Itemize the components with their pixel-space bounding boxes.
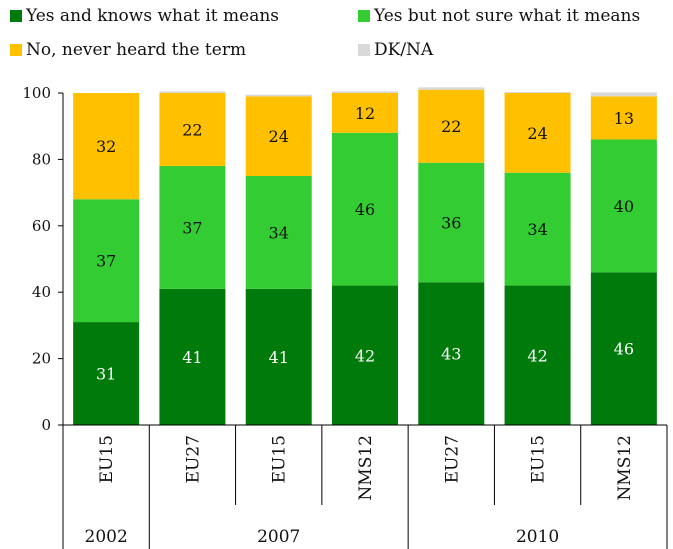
legend-item-never-heard: No, never heard the term <box>10 40 246 60</box>
bar-segment <box>590 272 657 425</box>
data-label: 41 <box>269 348 289 367</box>
bar-segment <box>159 288 226 425</box>
data-label: 32 <box>96 137 116 156</box>
bar-segment <box>73 93 140 200</box>
data-label: 22 <box>182 121 202 140</box>
x-category-label: EU15 <box>270 435 290 483</box>
bar-segment <box>332 91 398 93</box>
bar-segment <box>504 172 571 286</box>
legend-swatch-dk-na <box>358 44 370 56</box>
x-category-label: NMS12 <box>615 435 635 501</box>
data-label: 24 <box>527 124 547 143</box>
y-tick-label: 100 <box>22 84 51 102</box>
y-tick-label: 20 <box>32 350 51 368</box>
legend-label-yes-knows: Yes and knows what it means <box>26 6 279 26</box>
legend-label-dk-na: DK/NA <box>374 40 434 60</box>
legend-label-never-heard: No, never heard the term <box>26 40 247 60</box>
data-label: 40 <box>614 197 634 216</box>
y-tick-label: 40 <box>32 283 51 301</box>
bar-segment <box>504 93 571 173</box>
y-tick-label: 60 <box>32 217 51 235</box>
bar-segment <box>504 92 571 93</box>
data-label: 36 <box>441 213 461 232</box>
data-label: 12 <box>355 104 375 123</box>
bar-segment <box>332 285 398 425</box>
x-category-label: EU27 <box>183 435 203 483</box>
legend-swatch-yes-not-sure <box>358 10 370 22</box>
data-label: 42 <box>355 346 375 365</box>
data-label: 13 <box>614 109 634 128</box>
data-label: 37 <box>96 252 116 271</box>
data-label: 46 <box>614 340 634 359</box>
x-category-label: EU27 <box>442 435 462 483</box>
data-label: 34 <box>269 223 289 242</box>
legend-item-dk-na: DK/NA <box>358 40 433 60</box>
bar-segment <box>332 93 398 133</box>
data-label: 42 <box>527 346 547 365</box>
data-label: 41 <box>182 348 202 367</box>
bar-segment <box>245 176 312 289</box>
x-group-label: 2007 <box>257 527 300 547</box>
bar-segment <box>159 166 226 289</box>
legend-swatch-yes-knows <box>10 10 22 22</box>
bar-segment <box>590 96 657 140</box>
bar-segment <box>245 94 312 97</box>
bar-segment <box>504 285 571 425</box>
bar-segment <box>159 93 226 167</box>
data-label: 22 <box>441 117 461 136</box>
bar-segment <box>159 91 226 93</box>
bar-segment <box>73 199 140 323</box>
data-label: 46 <box>355 200 375 219</box>
y-tick-label: 0 <box>41 416 51 434</box>
x-category-label: NMS12 <box>356 435 376 501</box>
legend-label-yes-not-sure: Yes but not sure what it means <box>374 6 641 26</box>
x-category-label: EU15 <box>97 435 117 483</box>
legend-item-yes-knows: Yes and knows what it means <box>10 6 279 26</box>
x-category-label: EU15 <box>529 435 549 483</box>
y-tick-label: 80 <box>32 150 51 168</box>
legend-item-yes-not-sure: Yes but not sure what it means <box>358 6 640 26</box>
bar-segment <box>418 162 485 283</box>
x-group-label: 2002 <box>85 527 128 547</box>
x-group-label: 2010 <box>516 527 559 547</box>
data-label: 34 <box>527 220 547 239</box>
bar-segment <box>245 288 312 425</box>
bar-segment <box>245 96 312 176</box>
data-label: 24 <box>269 127 289 146</box>
bar-segment <box>590 139 657 273</box>
data-label: 31 <box>96 365 116 384</box>
data-label: 37 <box>182 218 202 237</box>
data-label: 43 <box>441 345 461 364</box>
bar-segment <box>418 282 485 425</box>
bar-segment <box>418 87 485 90</box>
bar-segment <box>590 92 657 97</box>
bar-segment <box>73 322 140 425</box>
legend-swatch-never-heard <box>10 44 22 56</box>
bar-segment <box>418 89 485 163</box>
bar-segment <box>332 132 398 286</box>
